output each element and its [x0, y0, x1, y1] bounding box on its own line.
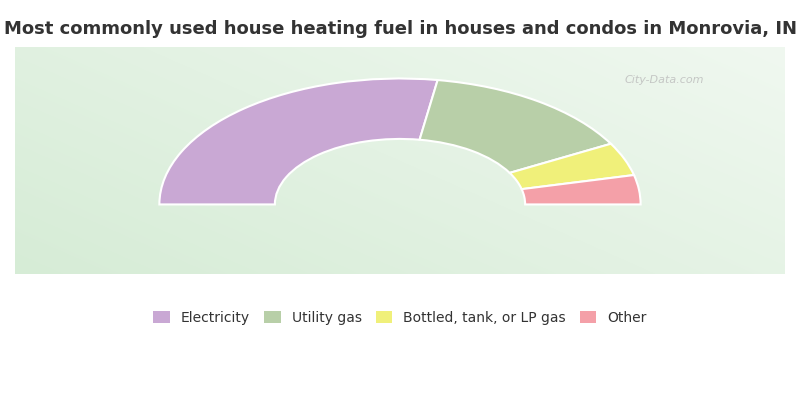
Text: Most commonly used house heating fuel in houses and condos in Monrovia, IN: Most commonly used house heating fuel in…: [3, 20, 797, 38]
Wedge shape: [522, 175, 641, 204]
Text: City-Data.com: City-Data.com: [624, 75, 704, 85]
Wedge shape: [419, 80, 611, 173]
Wedge shape: [159, 78, 438, 204]
Legend: Electricity, Utility gas, Bottled, tank, or LP gas, Other: Electricity, Utility gas, Bottled, tank,…: [147, 305, 653, 330]
Wedge shape: [510, 144, 634, 189]
